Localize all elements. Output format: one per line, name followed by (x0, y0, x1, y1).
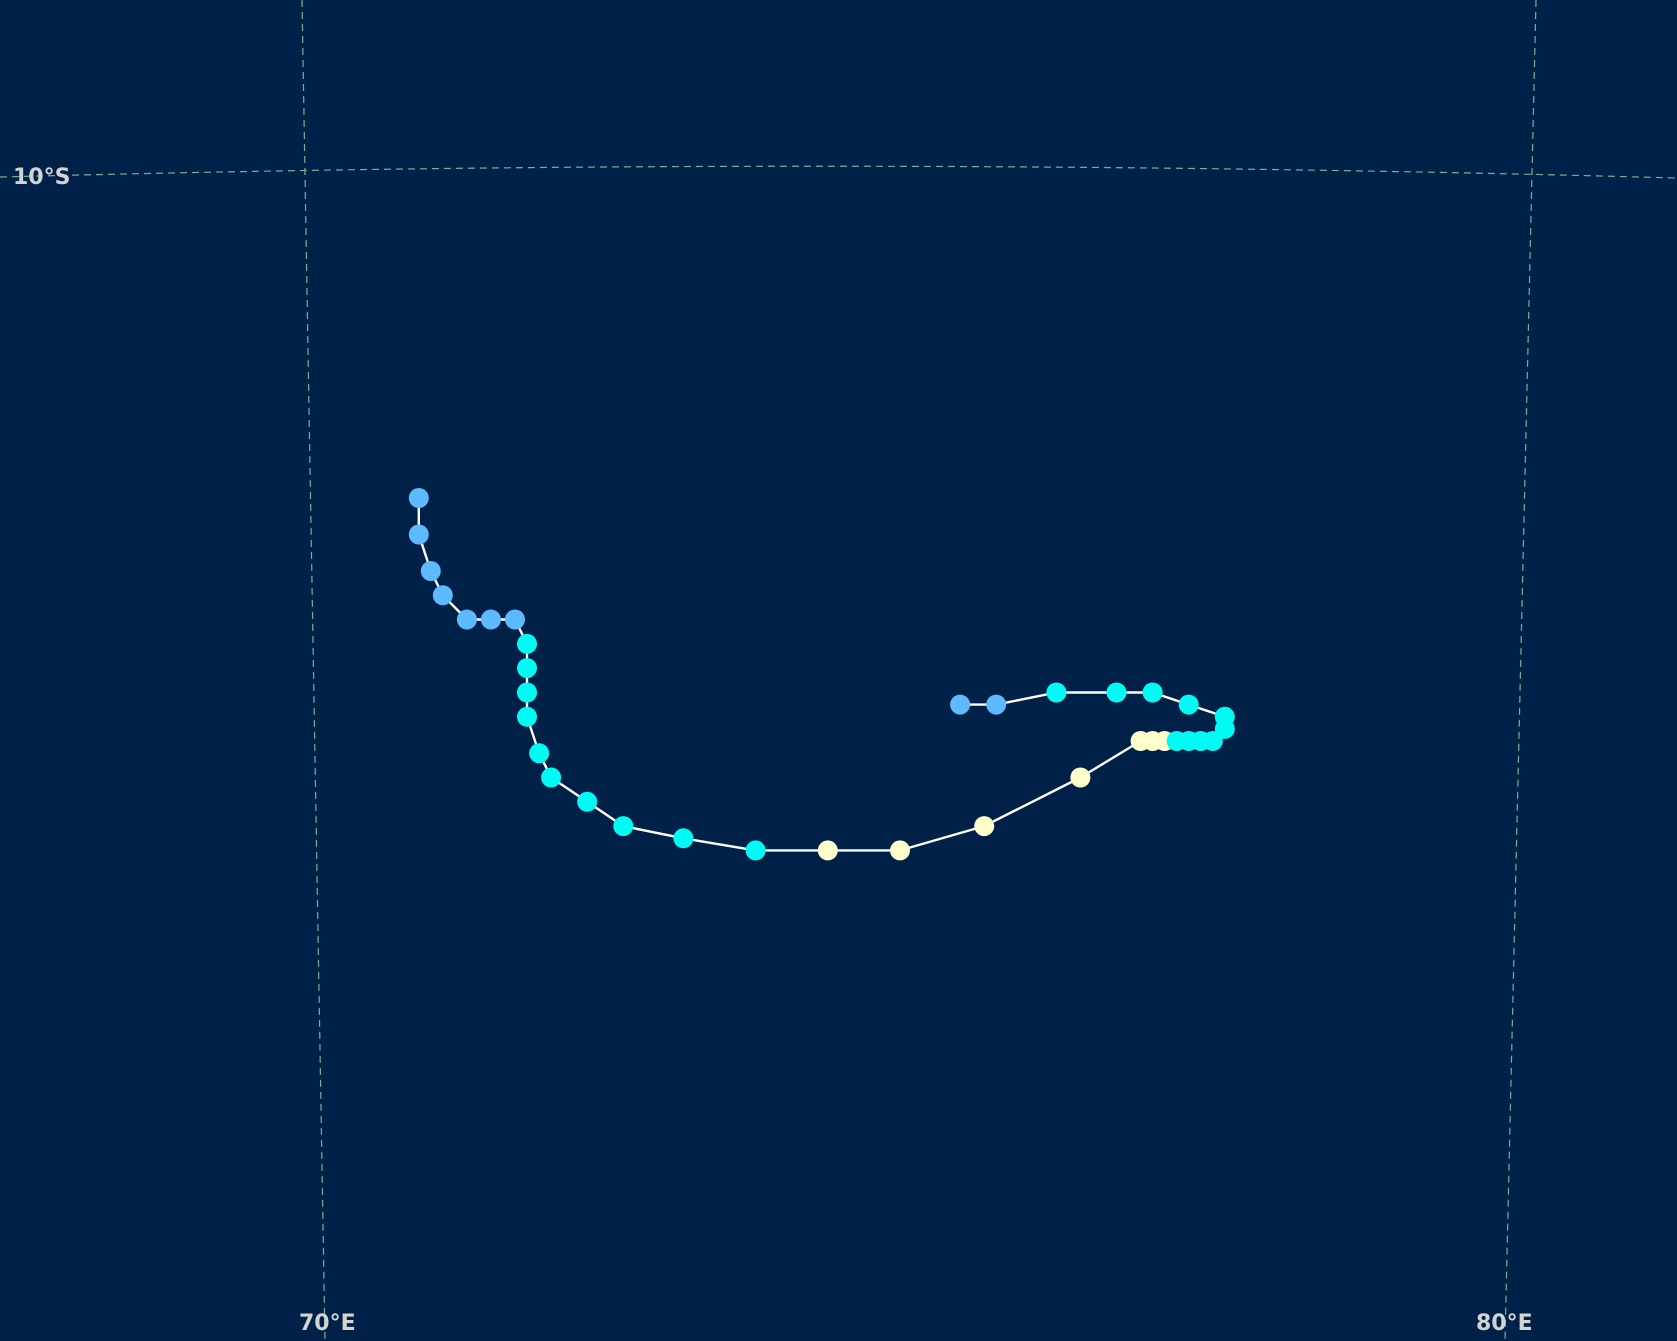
track-point-31[interactable] (1178, 694, 1199, 715)
track-point-30[interactable] (1214, 706, 1235, 727)
parallel-10s (0, 165, 1677, 179)
track-point-13[interactable] (541, 767, 562, 788)
lon-label-70e: 70°E (299, 1311, 356, 1336)
track-point-11[interactable] (517, 706, 537, 727)
track-point-10[interactable] (517, 682, 537, 703)
storm-track-points (408, 488, 1235, 861)
track-point-17[interactable] (745, 840, 766, 861)
track-point-8[interactable] (517, 633, 537, 654)
track-point-32[interactable] (1142, 682, 1163, 703)
track-point-18[interactable] (817, 840, 838, 861)
track-point-34[interactable] (1046, 682, 1067, 703)
storm-track-line (417, 496, 1227, 852)
lon-label-80e: 80°E (1476, 1311, 1533, 1336)
track-point-33[interactable] (1106, 682, 1127, 703)
track-point-12[interactable] (529, 743, 550, 764)
lat-label-10s: 10°S (13, 165, 70, 190)
track-point-14[interactable] (577, 791, 598, 812)
track-point-2[interactable] (408, 524, 429, 545)
track-point-36[interactable] (950, 694, 971, 715)
track-point-7[interactable] (505, 609, 525, 630)
track-point-5[interactable] (456, 609, 477, 630)
track-point-19[interactable] (890, 840, 910, 861)
track-point-20[interactable] (974, 816, 995, 837)
track-point-35[interactable] (986, 694, 1007, 715)
track-point-3[interactable] (420, 561, 441, 581)
meridian-70e (301, 0, 326, 1341)
track-point-16[interactable] (673, 828, 694, 849)
meridian-80e (1504, 0, 1537, 1341)
track-point-6[interactable] (480, 609, 501, 630)
track-point-15[interactable] (613, 816, 634, 837)
track-point-9[interactable] (517, 658, 537, 679)
track-point-21[interactable] (1070, 767, 1091, 788)
graticule-labels: 10°S 70°E 80°E (13, 165, 1533, 1336)
track-point-4[interactable] (432, 585, 453, 606)
track-point-1[interactable] (408, 488, 429, 508)
